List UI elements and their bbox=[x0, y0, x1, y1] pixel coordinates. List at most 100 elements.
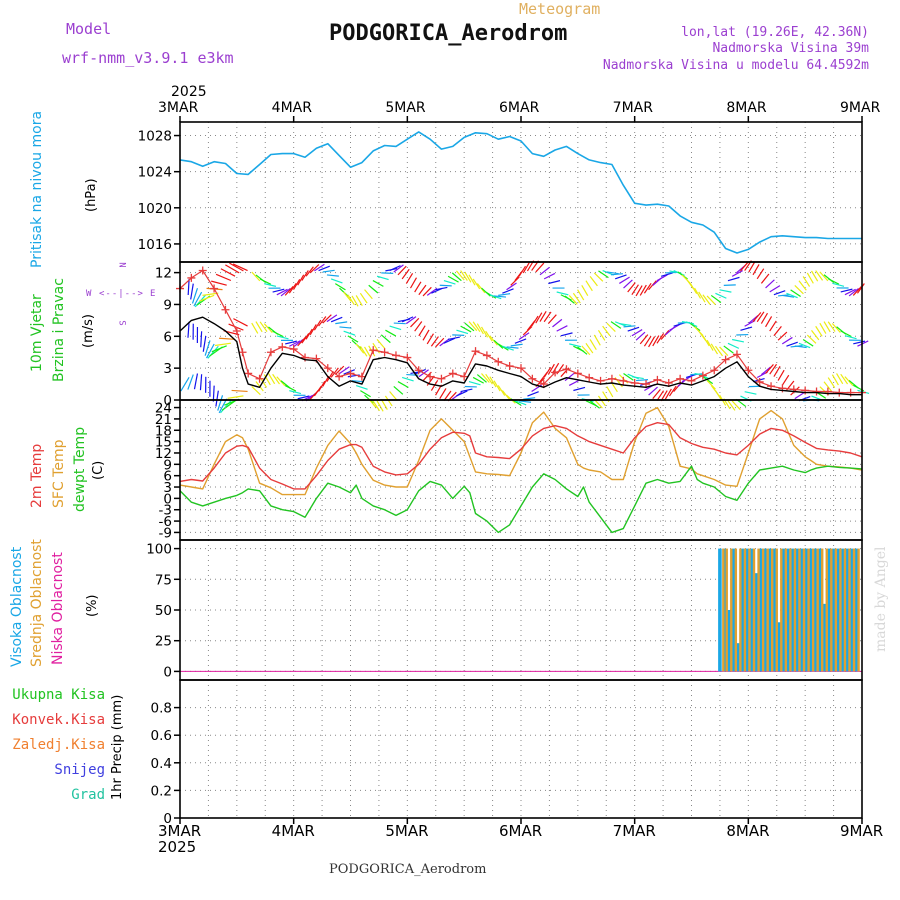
wind-gust-marker bbox=[278, 342, 287, 351]
high-cloud-bar bbox=[809, 548, 813, 672]
wind-arrow bbox=[322, 314, 332, 324]
wind-arrow bbox=[543, 311, 552, 323]
wind-arrow bbox=[852, 286, 862, 296]
wind-arrow bbox=[597, 395, 606, 407]
wind-arrow bbox=[276, 335, 289, 340]
wind-arrow bbox=[267, 373, 276, 385]
wind-arrow bbox=[355, 343, 365, 354]
wind-arrow bbox=[410, 317, 420, 328]
top-day-label: 8MAR bbox=[726, 100, 767, 116]
wind-arrow bbox=[229, 262, 244, 272]
year-top: 2025 bbox=[171, 84, 207, 100]
wind-arrow bbox=[301, 333, 310, 344]
wind-arrow bbox=[334, 365, 345, 375]
wind-arrow bbox=[648, 280, 657, 291]
wind-arrow bbox=[476, 374, 487, 383]
wind-arrow bbox=[217, 395, 224, 411]
wind-arrow bbox=[547, 314, 557, 325]
wind-arrow bbox=[518, 265, 527, 277]
mid-cloud-bar bbox=[780, 548, 783, 672]
y-tick-label: 1020 bbox=[138, 201, 172, 217]
wind-arrow bbox=[710, 294, 722, 304]
wind-arrow bbox=[476, 323, 484, 335]
wind-arrow bbox=[231, 389, 248, 393]
high-cloud-bar bbox=[754, 573, 759, 672]
high-cloud-bar bbox=[822, 603, 827, 672]
wind-arrow bbox=[794, 391, 806, 400]
wind-arrow bbox=[535, 262, 545, 273]
wind-arrow bbox=[727, 400, 736, 411]
wind-arrow bbox=[648, 336, 656, 348]
wind-arrow bbox=[343, 330, 356, 336]
mid-cloud-bar bbox=[811, 548, 815, 672]
wind-arrow bbox=[773, 325, 782, 337]
wind-arrow bbox=[187, 321, 190, 338]
wind-arrow bbox=[280, 287, 291, 297]
wind-arrow bbox=[451, 272, 462, 282]
wind-arrow bbox=[335, 321, 348, 325]
wind-arrow bbox=[606, 322, 616, 332]
wind-gust-marker bbox=[198, 266, 207, 275]
meteogram-label: Meteogram bbox=[519, 0, 601, 18]
wind-arrow bbox=[218, 398, 228, 414]
wind-arrow bbox=[627, 326, 640, 332]
y-tick-label: 6 bbox=[163, 469, 172, 485]
wind-arrow bbox=[752, 377, 765, 383]
high-cloud-bar bbox=[718, 548, 722, 672]
wind-arrow bbox=[472, 376, 484, 384]
mid-cloud-bar bbox=[775, 548, 778, 672]
wind-arrow bbox=[648, 386, 658, 396]
wind-gust-marker bbox=[653, 375, 662, 384]
wind-arrow bbox=[355, 295, 363, 307]
wind-arrow bbox=[447, 336, 460, 340]
wind-arrow bbox=[827, 377, 836, 388]
mid-cloud-bar bbox=[771, 548, 774, 672]
wind-arrow bbox=[573, 386, 586, 392]
wind-arrow bbox=[848, 288, 859, 297]
wind-gust-marker bbox=[391, 351, 400, 360]
y-tick-label: 1024 bbox=[138, 165, 172, 181]
wind-arrow bbox=[409, 277, 418, 289]
wind-arrow bbox=[405, 316, 417, 325]
wind-arrow bbox=[831, 323, 841, 333]
wind-arrow bbox=[211, 345, 227, 353]
mid-cloud-bar bbox=[761, 548, 765, 672]
wind-arrow bbox=[514, 400, 527, 406]
mid-cloud-bar bbox=[734, 548, 738, 672]
wind-arrow bbox=[527, 391, 539, 397]
wind-arrow bbox=[798, 342, 811, 349]
wind-arrow bbox=[510, 276, 520, 286]
wind-arrow bbox=[422, 329, 430, 341]
wind-arrow bbox=[623, 279, 633, 289]
wind-arrow bbox=[719, 346, 729, 357]
mid-cloud-bar bbox=[848, 548, 851, 672]
y-tick-label: 6 bbox=[163, 329, 172, 345]
wind-arrow bbox=[322, 375, 330, 387]
model-elevation-label: Nadmorska Visina u modelu 64.4592m bbox=[602, 58, 869, 73]
wind-arrow bbox=[731, 270, 743, 277]
wind-arrow bbox=[577, 289, 585, 301]
y-tick-label: 0 bbox=[163, 393, 172, 409]
wind-arrow bbox=[631, 329, 643, 337]
wind-arrow bbox=[293, 279, 301, 290]
wind-arrow bbox=[777, 331, 788, 341]
wind-arrow bbox=[585, 280, 593, 292]
wind-arrow bbox=[418, 325, 426, 337]
wind-arrow bbox=[794, 285, 804, 295]
wind-arrow bbox=[806, 334, 817, 344]
wind-arrow bbox=[643, 282, 652, 294]
wind-arrow bbox=[706, 339, 714, 351]
wind-arrow bbox=[656, 390, 665, 402]
wind-arrow bbox=[765, 364, 774, 374]
wind-arrow bbox=[798, 280, 807, 291]
wind-arrow bbox=[334, 283, 346, 291]
wind-arrow bbox=[272, 373, 281, 385]
high-cloud-bar bbox=[854, 548, 859, 672]
wind-arrow bbox=[652, 389, 661, 400]
wind-arrow bbox=[351, 295, 359, 307]
wind-arrow bbox=[200, 331, 203, 348]
high-cloud-bar bbox=[831, 548, 836, 672]
top-day-label: 4MAR bbox=[271, 100, 312, 116]
wind-arrow bbox=[202, 335, 207, 352]
wind-arrow bbox=[610, 273, 623, 276]
